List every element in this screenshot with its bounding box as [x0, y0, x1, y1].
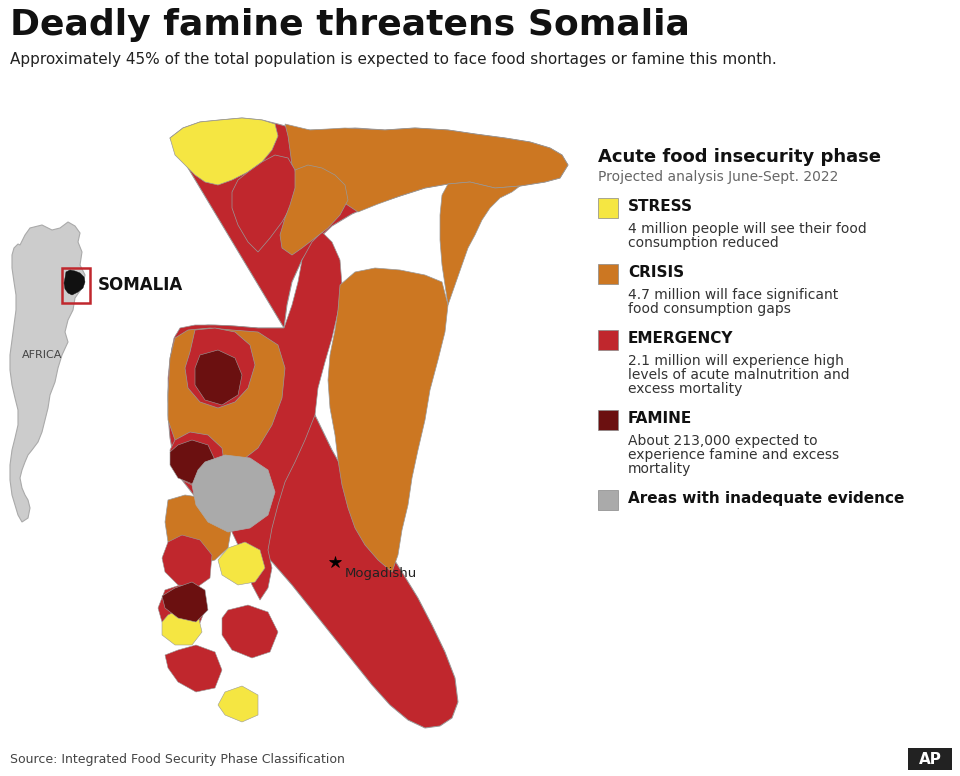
Polygon shape — [162, 582, 208, 622]
Text: FAMINE: FAMINE — [628, 411, 692, 426]
Polygon shape — [162, 608, 202, 645]
Text: experience famine and excess: experience famine and excess — [628, 448, 839, 462]
Polygon shape — [218, 542, 265, 585]
Text: Acute food insecurity phase: Acute food insecurity phase — [598, 148, 881, 166]
Polygon shape — [192, 455, 275, 532]
Text: 2.1 million will experience high: 2.1 million will experience high — [628, 354, 844, 368]
Polygon shape — [10, 222, 85, 522]
Polygon shape — [170, 440, 215, 485]
Text: AP: AP — [919, 751, 942, 767]
Polygon shape — [170, 118, 278, 185]
Text: mortality: mortality — [628, 462, 691, 476]
Polygon shape — [232, 155, 298, 252]
Text: 4.7 million will face significant: 4.7 million will face significant — [628, 288, 838, 302]
Polygon shape — [440, 182, 520, 305]
Text: EMERGENCY: EMERGENCY — [628, 331, 733, 346]
Bar — [598, 198, 618, 218]
Bar — [598, 330, 618, 350]
Polygon shape — [222, 605, 278, 658]
Polygon shape — [285, 124, 568, 212]
Text: CRISIS: CRISIS — [628, 265, 684, 280]
Polygon shape — [195, 350, 242, 405]
Bar — [908, 748, 952, 770]
Polygon shape — [328, 268, 448, 572]
Polygon shape — [165, 645, 222, 692]
Text: Source: Integrated Food Security Phase Classification: Source: Integrated Food Security Phase C… — [10, 753, 345, 766]
Polygon shape — [168, 328, 285, 470]
Polygon shape — [168, 232, 342, 600]
Polygon shape — [185, 328, 255, 408]
Text: food consumption gaps: food consumption gaps — [628, 302, 791, 316]
Bar — [598, 490, 618, 510]
Text: 4 million people will see their food: 4 million people will see their food — [628, 222, 867, 236]
Text: consumption reduced: consumption reduced — [628, 236, 779, 250]
Text: SOMALIA: SOMALIA — [98, 276, 183, 294]
Text: Areas with inadequate evidence: Areas with inadequate evidence — [628, 491, 904, 506]
Text: About 213,000 expected to: About 213,000 expected to — [628, 434, 818, 448]
Text: STRESS: STRESS — [628, 199, 693, 214]
Text: levels of acute malnutrition and: levels of acute malnutrition and — [628, 368, 850, 382]
Text: Approximately 45% of the total population is expected to face food shortages or : Approximately 45% of the total populatio… — [10, 52, 777, 67]
Text: AFRICA: AFRICA — [22, 350, 62, 360]
Text: excess mortality: excess mortality — [628, 382, 742, 396]
Polygon shape — [168, 118, 568, 728]
Text: Mogadishu: Mogadishu — [345, 567, 418, 580]
Bar — [598, 264, 618, 284]
Bar — [62, 268, 90, 303]
Polygon shape — [165, 495, 232, 565]
Polygon shape — [170, 432, 225, 488]
Text: Deadly famine threatens Somalia: Deadly famine threatens Somalia — [10, 8, 690, 42]
Polygon shape — [158, 585, 205, 632]
Polygon shape — [280, 165, 348, 255]
Polygon shape — [64, 270, 85, 295]
Bar — [598, 410, 618, 430]
Text: Projected analysis June-Sept. 2022: Projected analysis June-Sept. 2022 — [598, 170, 838, 184]
Polygon shape — [162, 535, 212, 588]
Polygon shape — [218, 686, 258, 722]
